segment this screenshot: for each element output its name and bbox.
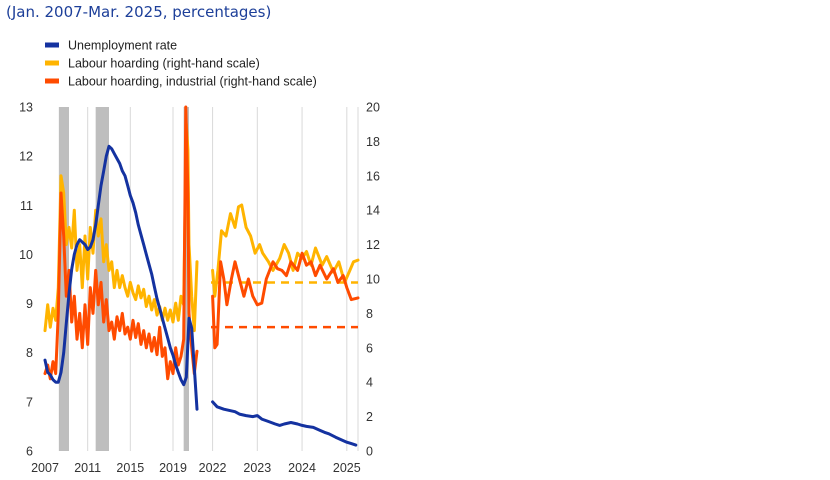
series-unemployment-historical — [43, 144, 199, 411]
x-tick-label: 2023 — [243, 461, 271, 475]
left-tick-label: 12 — [19, 150, 33, 164]
x-tick-label: 2011 — [74, 461, 101, 475]
series-labour-hoarding-historical — [43, 122, 199, 333]
right-tick-label: 20 — [366, 101, 380, 115]
left-tick-label: 10 — [19, 248, 33, 262]
right-tick-label: 2 — [366, 410, 373, 424]
recession-band-1 — [58, 107, 69, 451]
right-tick-label: 14 — [366, 204, 380, 218]
right-tick-label: 12 — [366, 238, 380, 252]
legend-swatch-hoarding — [45, 60, 59, 66]
legend-swatch-unemployment — [45, 42, 59, 48]
series-labour-hoarding-industrial-historical — [43, 105, 199, 381]
x-tick-label: 2022 — [199, 461, 227, 475]
x-tick-label: 2015 — [116, 461, 144, 475]
left-tick-label: 6 — [26, 445, 33, 459]
legend: Unemployment rate Labour hoarding (right-… — [45, 39, 317, 89]
right-tick-label: 0 — [366, 445, 373, 459]
left-tick-label: 8 — [26, 346, 33, 360]
x-tick-label: 2007 — [31, 461, 59, 475]
right-tick-label: 8 — [366, 307, 373, 321]
right-tick-label: 16 — [366, 169, 380, 183]
left-tick-label: 7 — [26, 395, 33, 409]
legend-label-industrial: Labour hoarding, industrial (right-hand … — [68, 75, 317, 89]
right-tick-label: 10 — [366, 273, 380, 287]
right-tick-label: 18 — [366, 135, 380, 149]
right-tick-label: 6 — [366, 341, 373, 355]
legend-label-unemployment: Unemployment rate — [68, 39, 177, 53]
legend-swatch-industrial — [45, 78, 59, 84]
x-tick-label: 2024 — [288, 461, 316, 475]
series-labour-hoarding-industrial-recent — [211, 251, 360, 350]
x-tick-label: 2019 — [159, 461, 187, 475]
series-labour-hoarding-recent — [211, 203, 360, 298]
left-tick-label: 9 — [26, 297, 33, 311]
recession-band-3 — [183, 107, 189, 451]
panel-recent — [211, 107, 360, 451]
left-tick-label: 11 — [20, 199, 33, 213]
x-tick-label: 2025 — [333, 461, 361, 475]
panel-historical — [43, 105, 199, 451]
chart-subtitle: (Jan. 2007-Mar. 2025, percentages) — [6, 3, 272, 21]
left-tick-label: 13 — [19, 101, 33, 115]
series-unemployment-recent — [211, 400, 358, 447]
legend-label-hoarding: Labour hoarding (right-hand scale) — [68, 57, 260, 71]
right-tick-label: 4 — [366, 376, 373, 390]
